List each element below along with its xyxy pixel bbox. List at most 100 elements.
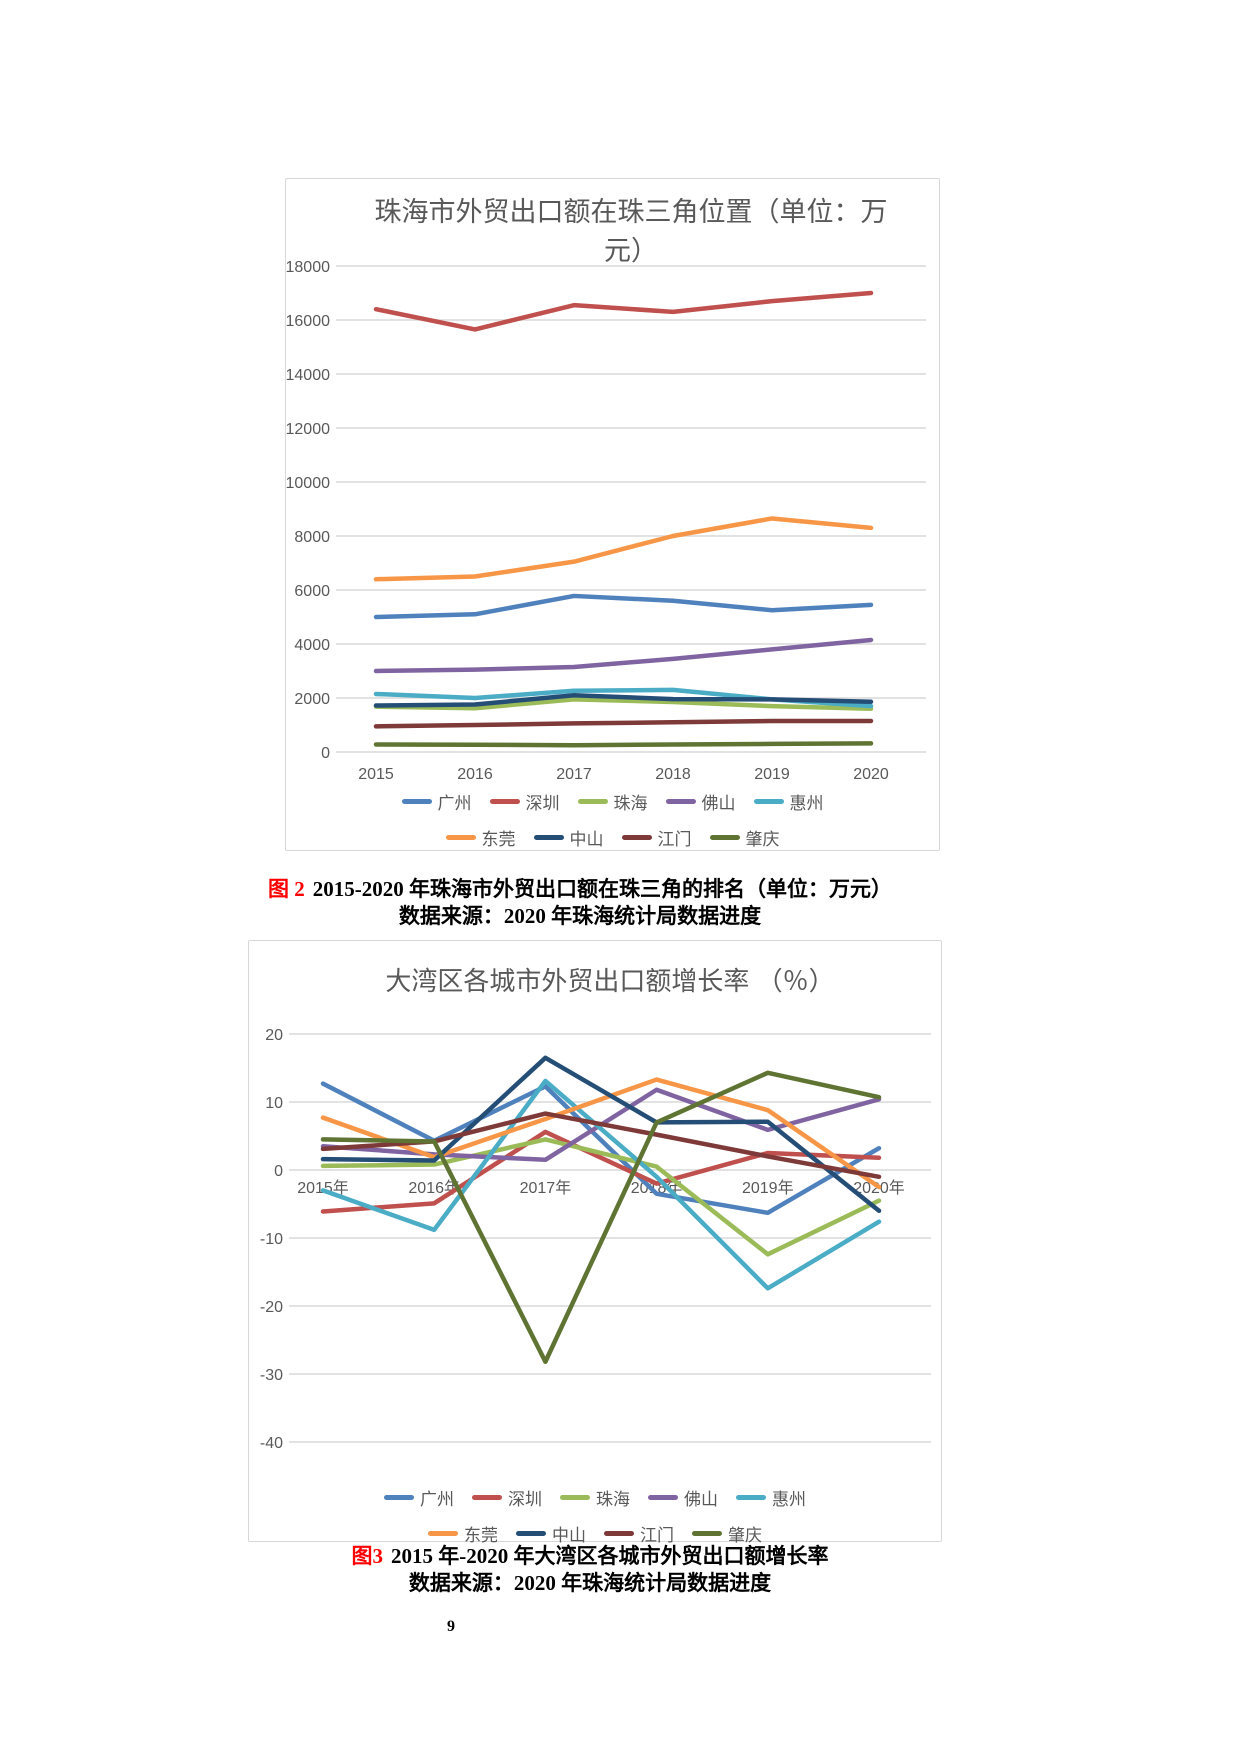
x-tick-label: 2018: [655, 766, 691, 783]
legend-item: 肇庆: [709, 825, 780, 850]
legend-item: 江门: [621, 825, 692, 850]
legend-item: 东莞: [445, 825, 516, 850]
chart-title: 大湾区各城市外贸出口额增长率 （％）: [385, 966, 835, 996]
x-tick-label: 2016: [457, 766, 493, 783]
caption-source: 数据来源：2020 年珠海统计局数据进度: [408, 1571, 772, 1596]
legend-label: 广州: [437, 794, 472, 813]
caption-text: 2015-2020 年珠海市外贸出口额在珠三角的排名（单位：万元）: [312, 877, 892, 901]
legend-label: 肇庆: [728, 1526, 762, 1545]
legend-label: 东莞: [464, 1526, 498, 1545]
y-tick-label: 4000: [294, 637, 330, 654]
y-tick-label: 0: [321, 745, 330, 762]
figure-caption: 图 2 2015-2020 年珠海市外贸出口额在珠三角的排名（单位：万元） 数据来…: [140, 876, 1020, 931]
legend-swatch: [604, 1531, 634, 1536]
legend-swatch: [489, 799, 520, 804]
series-line: [373, 718, 874, 729]
legend-label: 中山: [552, 1526, 586, 1545]
legend-swatch: [445, 835, 476, 840]
legend-item: 深圳: [472, 1485, 542, 1510]
legend-swatch: [516, 1531, 546, 1536]
series-line: [373, 593, 874, 620]
legend-item: 中山: [516, 1521, 586, 1546]
legend-swatch: [472, 1495, 502, 1500]
legend-swatch: [736, 1495, 766, 1500]
legend-label: 佛山: [684, 1490, 718, 1509]
series-line: [373, 637, 874, 674]
caption-line: 图 2 2015-2020 年珠海市外贸出口额在珠三角的排名（单位：万元）: [140, 876, 1020, 903]
legend-item: 珠海: [560, 1485, 630, 1510]
series-line: [320, 1129, 882, 1214]
legend-swatch: [533, 835, 564, 840]
legend-item: 东莞: [428, 1521, 498, 1546]
legend-swatch: [709, 835, 740, 840]
legend-swatch: [428, 1531, 458, 1536]
legend-swatch: [753, 799, 784, 804]
y-tick-label: -30: [260, 1367, 283, 1384]
legend-label: 江门: [657, 830, 692, 849]
y-tick-label: 8000: [294, 529, 330, 546]
legend-label: 中山: [569, 830, 604, 849]
series-line: [320, 1055, 882, 1214]
series-line: [373, 693, 874, 708]
y-tick-label: 18000: [286, 259, 330, 276]
chart-legend: 广州 深圳 珠海 佛山 惠州东莞 中山 江门 肇庆: [375, 1485, 815, 1546]
series-line: [373, 697, 874, 712]
series-line: [320, 1070, 882, 1365]
series-line: [373, 516, 874, 582]
y-tick-label: 16000: [286, 313, 330, 330]
legend-item: 佛山: [648, 1485, 718, 1510]
export-value-chart: 珠海市外贸出口额在珠三角位置（单位：万元） 0 2000 4000 6000 8000 1…: [285, 178, 940, 851]
chart-plot-svg: 0 2000 4000 6000 8000 10000 12000 14000 16000 180…: [286, 259, 926, 783]
series-line: [320, 1081, 882, 1216]
y-tick-label: -10: [260, 1231, 283, 1248]
legend-swatch: [648, 1495, 678, 1500]
legend-item: 惠州: [753, 789, 824, 814]
x-tick-label: 2019年: [742, 1179, 794, 1197]
series-line: [373, 741, 874, 748]
y-tick-label: 20: [265, 1027, 283, 1044]
growth-rate-chart: 大湾区各城市外贸出口额增长率 （％） -40 -30 -20 -10 0 10 20 2015…: [248, 940, 942, 1545]
y-tick-label: 10000: [286, 475, 330, 492]
y-tick-label: 12000: [286, 421, 330, 438]
y-tick-label: -40: [260, 1435, 283, 1452]
legend-swatch: [560, 1495, 590, 1500]
x-tick-label: 2015: [358, 766, 394, 783]
legend-label: 珠海: [596, 1490, 630, 1509]
series-line: [373, 290, 874, 332]
legend-label: 深圳: [508, 1490, 542, 1509]
series-line: [320, 1078, 882, 1291]
legend-item: 广州: [384, 1485, 454, 1510]
legend-label: 东莞: [481, 830, 516, 849]
figure-label: 图 2: [268, 877, 305, 901]
legend-swatch: [692, 1531, 722, 1536]
y-tick-label: 10: [265, 1095, 283, 1112]
figure-label: 图3: [351, 1544, 384, 1568]
caption-text: 2015 年-2020 年大湾区各城市外贸出口额增长率: [391, 1544, 829, 1568]
caption-line: 图3 2015 年-2020 年大湾区各城市外贸出口额增长率: [140, 1543, 1040, 1570]
y-tick-label: -20: [260, 1299, 283, 1316]
x-tick-label: 2015年: [297, 1179, 349, 1197]
caption-source: 数据来源：2020 年珠海统计局数据进度: [398, 904, 762, 929]
x-tick-label: 2020: [853, 766, 889, 783]
legend-item: 惠州: [736, 1485, 806, 1510]
x-tick-label: 2017年: [520, 1179, 572, 1197]
chart-legend: 广州 深圳 珠海 佛山 惠州 东莞 中山 江门 肇庆: [393, 789, 833, 850]
legend-label: 肇庆: [745, 830, 780, 849]
legend-swatch: [665, 799, 696, 804]
legend-item: 江门: [604, 1521, 674, 1546]
legend-label: 广州: [420, 1490, 454, 1509]
y-tick-label: 6000: [294, 583, 330, 600]
legend-swatch: [401, 799, 432, 804]
legend-label: 深圳: [525, 794, 560, 813]
legend-label: 惠州: [789, 794, 824, 813]
legend-label: 珠海: [613, 794, 648, 813]
series-line: [320, 1137, 882, 1257]
legend-swatch: [577, 799, 608, 804]
series-line: [320, 1077, 882, 1190]
x-tick-label: 2017: [556, 766, 592, 783]
legend-label: 惠州: [772, 1490, 806, 1509]
x-tick-label: 2019: [754, 766, 790, 783]
y-tick-label: 2000: [294, 691, 330, 708]
